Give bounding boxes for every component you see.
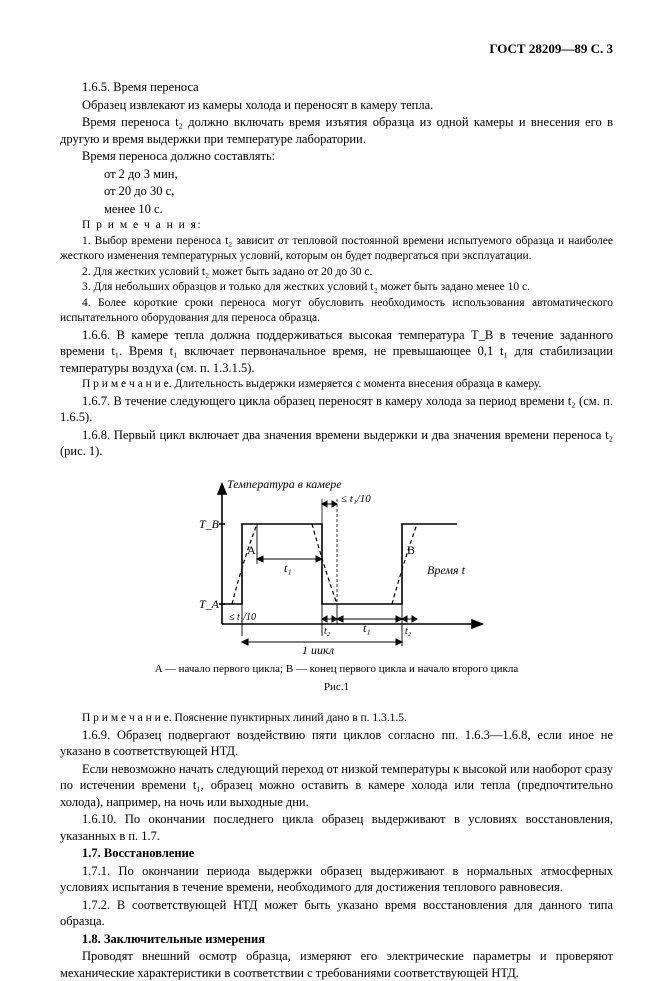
para-sub: менее 10 с. [60,201,613,218]
notes-title: П р и м е ч а н и я: [60,218,613,233]
fig-cycle: 1 цикл [302,643,334,654]
para: Время переноса t₂ должно включать время … [60,114,613,147]
para-169a: 1.6.9. Образец подвергают воздействию пя… [60,727,613,760]
fig-t1: t₁ [284,561,292,575]
fig-label-ta: T_A [199,597,220,611]
document-page: ГОСТ 28209—89 С. 3 1.6.5. Время переноса… [0,0,661,936]
note: 4. Более короткие сроки переноса могут о… [60,296,613,325]
figure-caption: A — начало первого цикла; B — конец перв… [60,662,613,677]
fig-t1b: t₁ [363,621,371,635]
para-167: 1.6.7. В течение следующего цикла образе… [60,393,613,426]
para-18: Проводят внешний осмотр образца, измеряю… [60,948,613,981]
figure-1: Температура в камере ≤ t₁/10 T_B T_A A B… [187,474,487,654]
para-172: 1.7.2. В соответствующей НТД может быть … [60,897,613,930]
fig-t2: t₂ [324,626,331,637]
page-header: ГОСТ 28209—89 С. 3 [60,40,613,57]
para: Время переноса должно составлять: [60,148,613,165]
temperature-cycle-diagram: Температура в камере ≤ t₁/10 T_B T_A A B… [187,474,487,654]
note: 2. Для жестких условий t₂ может быть зад… [60,265,613,280]
section-165-title: 1.6.5. Время переноса [60,79,613,96]
para: Образец извлекают из камеры холода и пер… [60,97,613,114]
note: 3. Для небольших образцов и только для ж… [60,280,613,295]
para-sub: от 2 до 3 мин, [60,166,613,183]
fig-t2b: t₂ [405,626,412,637]
note: 1. Выбор времени переноса t₂ зависит от … [60,234,613,263]
para-166: 1.6.6. В камере тепла должна поддерживат… [60,327,613,377]
fig-label-tb: T_B [199,517,220,531]
fig-title: Температура в камере [227,477,342,491]
fig-label-a: A [247,543,256,557]
fig-label-b: B [407,543,415,557]
para-171: 1.7.1. По окончании периода выдержки обр… [60,863,613,896]
para-169b: Если невозможно начать следующий переход… [60,761,613,811]
section-17-title: 1.7. Восстановление [60,845,613,862]
para-1610: 1.6.10. По окончании последнего цикла об… [60,811,613,844]
fig-leq-bot: ≤ t₁/10 [229,612,256,623]
note-fig: П р и м е ч а н и е. Пояснение пунктирны… [60,711,613,726]
fig-label: ≤ t₁/10 [341,493,371,505]
fig-xaxis: Время t [427,563,466,577]
para-168: 1.6.8. Первый цикл включает два значения… [60,427,613,460]
figure-label: Рис.1 [60,680,613,695]
section-18-title: 1.8. Заключительные измерения [60,931,613,948]
para-sub: от 20 до 30 с, [60,183,613,200]
note-166: П р и м е ч а н и е. Длительность выдерж… [60,377,613,392]
